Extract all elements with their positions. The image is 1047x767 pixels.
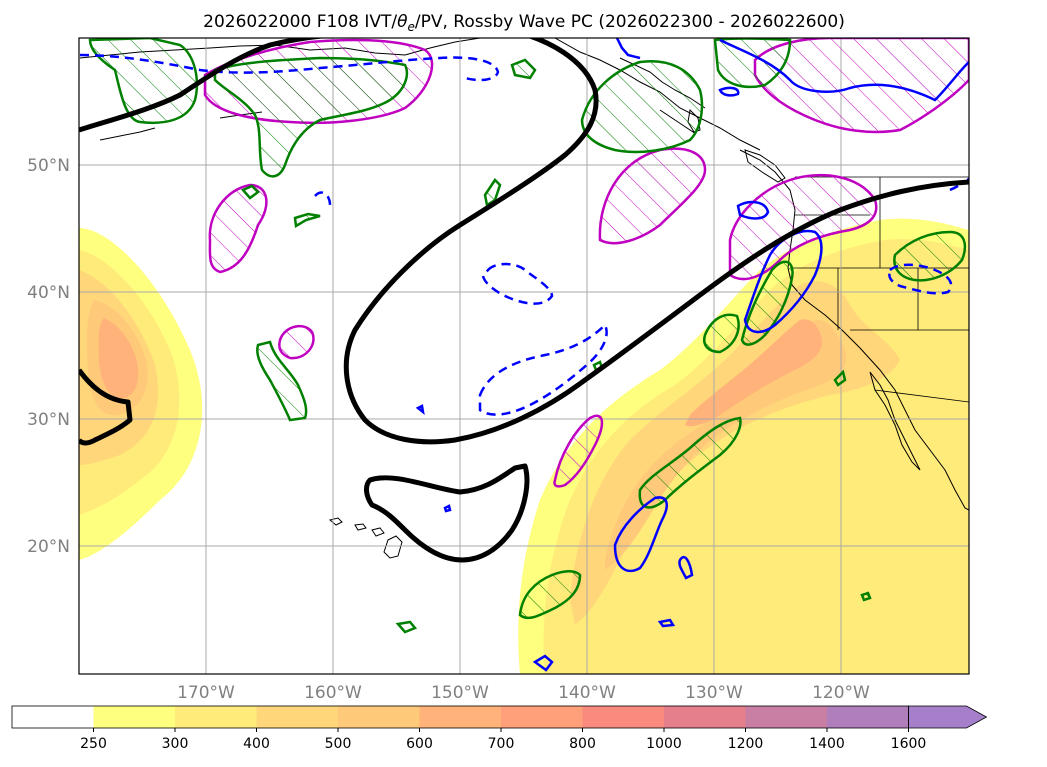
map-title: 2026022000 F108 IVT/θe/PV, Rossby Wave P…: [203, 12, 845, 34]
colorbar-swatch: [419, 706, 502, 728]
lon-label-150w: 150°W: [431, 683, 489, 703]
colorbar-tick-label: 400: [243, 736, 270, 752]
colorbar-swatch: [582, 706, 665, 728]
colorbar-frame: [11, 705, 909, 729]
lat-label-20: 20°N: [27, 537, 70, 557]
colorbar-swatch: [12, 706, 94, 728]
colorbar-extend-arrow: [908, 705, 988, 729]
colorbar-swatch: [745, 706, 828, 728]
colorbar-tick-label: 300: [162, 736, 189, 752]
lon-label-170w: 170°W: [177, 683, 235, 703]
colorbar-swatch: [175, 706, 257, 728]
map-frame: [78, 37, 970, 675]
colorbar-swatch: [664, 706, 746, 728]
colorbar-tick-label: 800: [569, 736, 596, 752]
lat-label-30: 30°N: [27, 410, 70, 430]
colorbar-tick-label: 250: [80, 736, 107, 752]
latitude-labels: 50°N 40°N 30°N 20°N: [27, 156, 70, 557]
colorbar-tick-label: 1600: [891, 736, 927, 752]
ivt-shading-west: [79, 228, 203, 560]
lat-label-50: 50°N: [27, 156, 70, 176]
map-panel: [79, 38, 969, 674]
ivt-colorbar: 250 300 400 500 600 700 800 1000 1200 1400 1600: [11, 705, 988, 752]
colorbar-swatch: [338, 706, 420, 728]
colorbar-tick-label: 600: [406, 736, 433, 752]
lon-label-140w: 140°W: [558, 683, 616, 703]
rossby-pc-contours: [79, 38, 969, 672]
colorbar-tick-label: 1400: [809, 736, 845, 752]
colorbar-swatch: [827, 706, 909, 728]
colorbar-swatch: [93, 706, 176, 728]
lon-label-130w: 130°W: [685, 683, 743, 703]
ivt-shading-ar: [518, 218, 969, 674]
theta-e-contours: [79, 38, 969, 563]
lat-label-40: 40°N: [27, 283, 70, 303]
colorbar-swatch: [501, 706, 583, 728]
colorbar-swatch: [256, 706, 339, 728]
lon-label-160w: 160°W: [304, 683, 362, 703]
lon-label-120w: 120°W: [812, 683, 870, 703]
longitude-labels: 170°W 160°W 150°W 140°W 130°W 120°W: [177, 683, 870, 703]
colorbar-tick-label: 700: [488, 736, 515, 752]
colorbar-tick-label: 500: [325, 736, 352, 752]
colorbar-tick-label: 1200: [728, 736, 764, 752]
colorbar-tick-label: 1000: [646, 736, 682, 752]
